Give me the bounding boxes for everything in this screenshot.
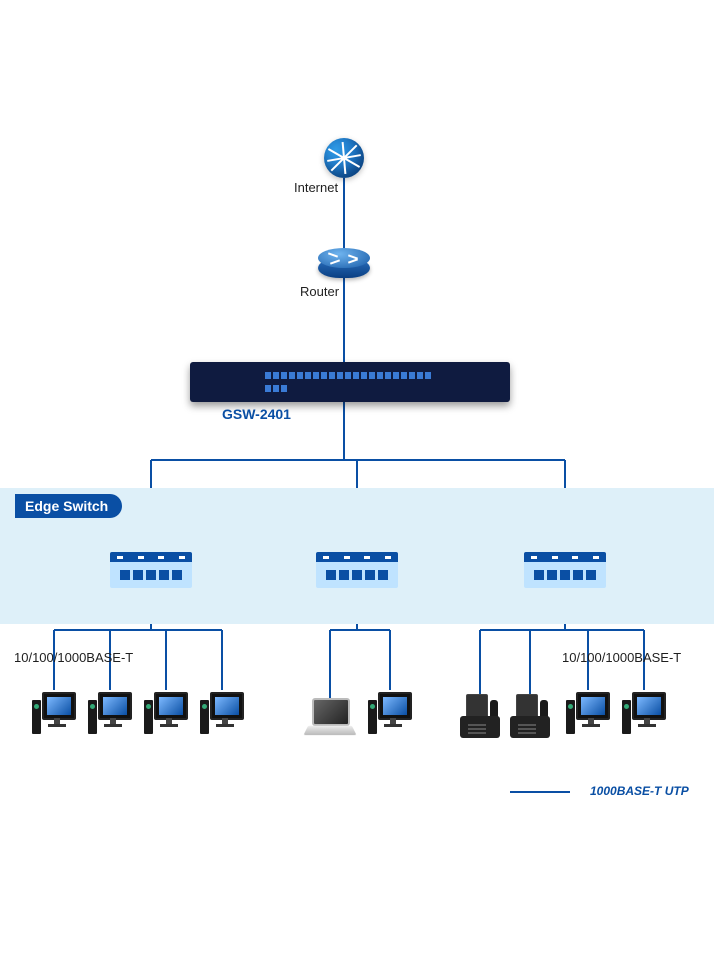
router-label: Router [300, 284, 339, 299]
edge-switch [316, 552, 398, 588]
desktop-pc-icon [622, 690, 666, 738]
legend-label: 1000BASE-T UTP [590, 784, 689, 798]
baset-label-left: 10/100/1000BASE-T [14, 650, 133, 665]
core-switch [190, 362, 510, 402]
desktop-pc-icon [566, 690, 610, 738]
core-switch-label: GSW-2401 [222, 406, 291, 422]
desktop-pc-icon [88, 690, 132, 738]
router-icon [318, 248, 370, 278]
baset-label-right: 10/100/1000BASE-T [562, 650, 681, 665]
desktop-pc-icon [200, 690, 244, 738]
edge-switch [110, 552, 192, 588]
internet-icon [324, 138, 364, 178]
ip-phone-icon [460, 694, 500, 738]
desktop-pc-icon [368, 690, 412, 738]
desktop-pc-icon [144, 690, 188, 738]
edge-switch [524, 552, 606, 588]
laptop-icon [306, 698, 354, 738]
network-diagram: Edge Switch Internet Router GSW-2401 10/… [0, 0, 714, 978]
ip-phone-icon [510, 694, 550, 738]
edge-switch-label: Edge Switch [15, 494, 122, 518]
desktop-pc-icon [32, 690, 76, 738]
internet-label: Internet [294, 180, 338, 195]
